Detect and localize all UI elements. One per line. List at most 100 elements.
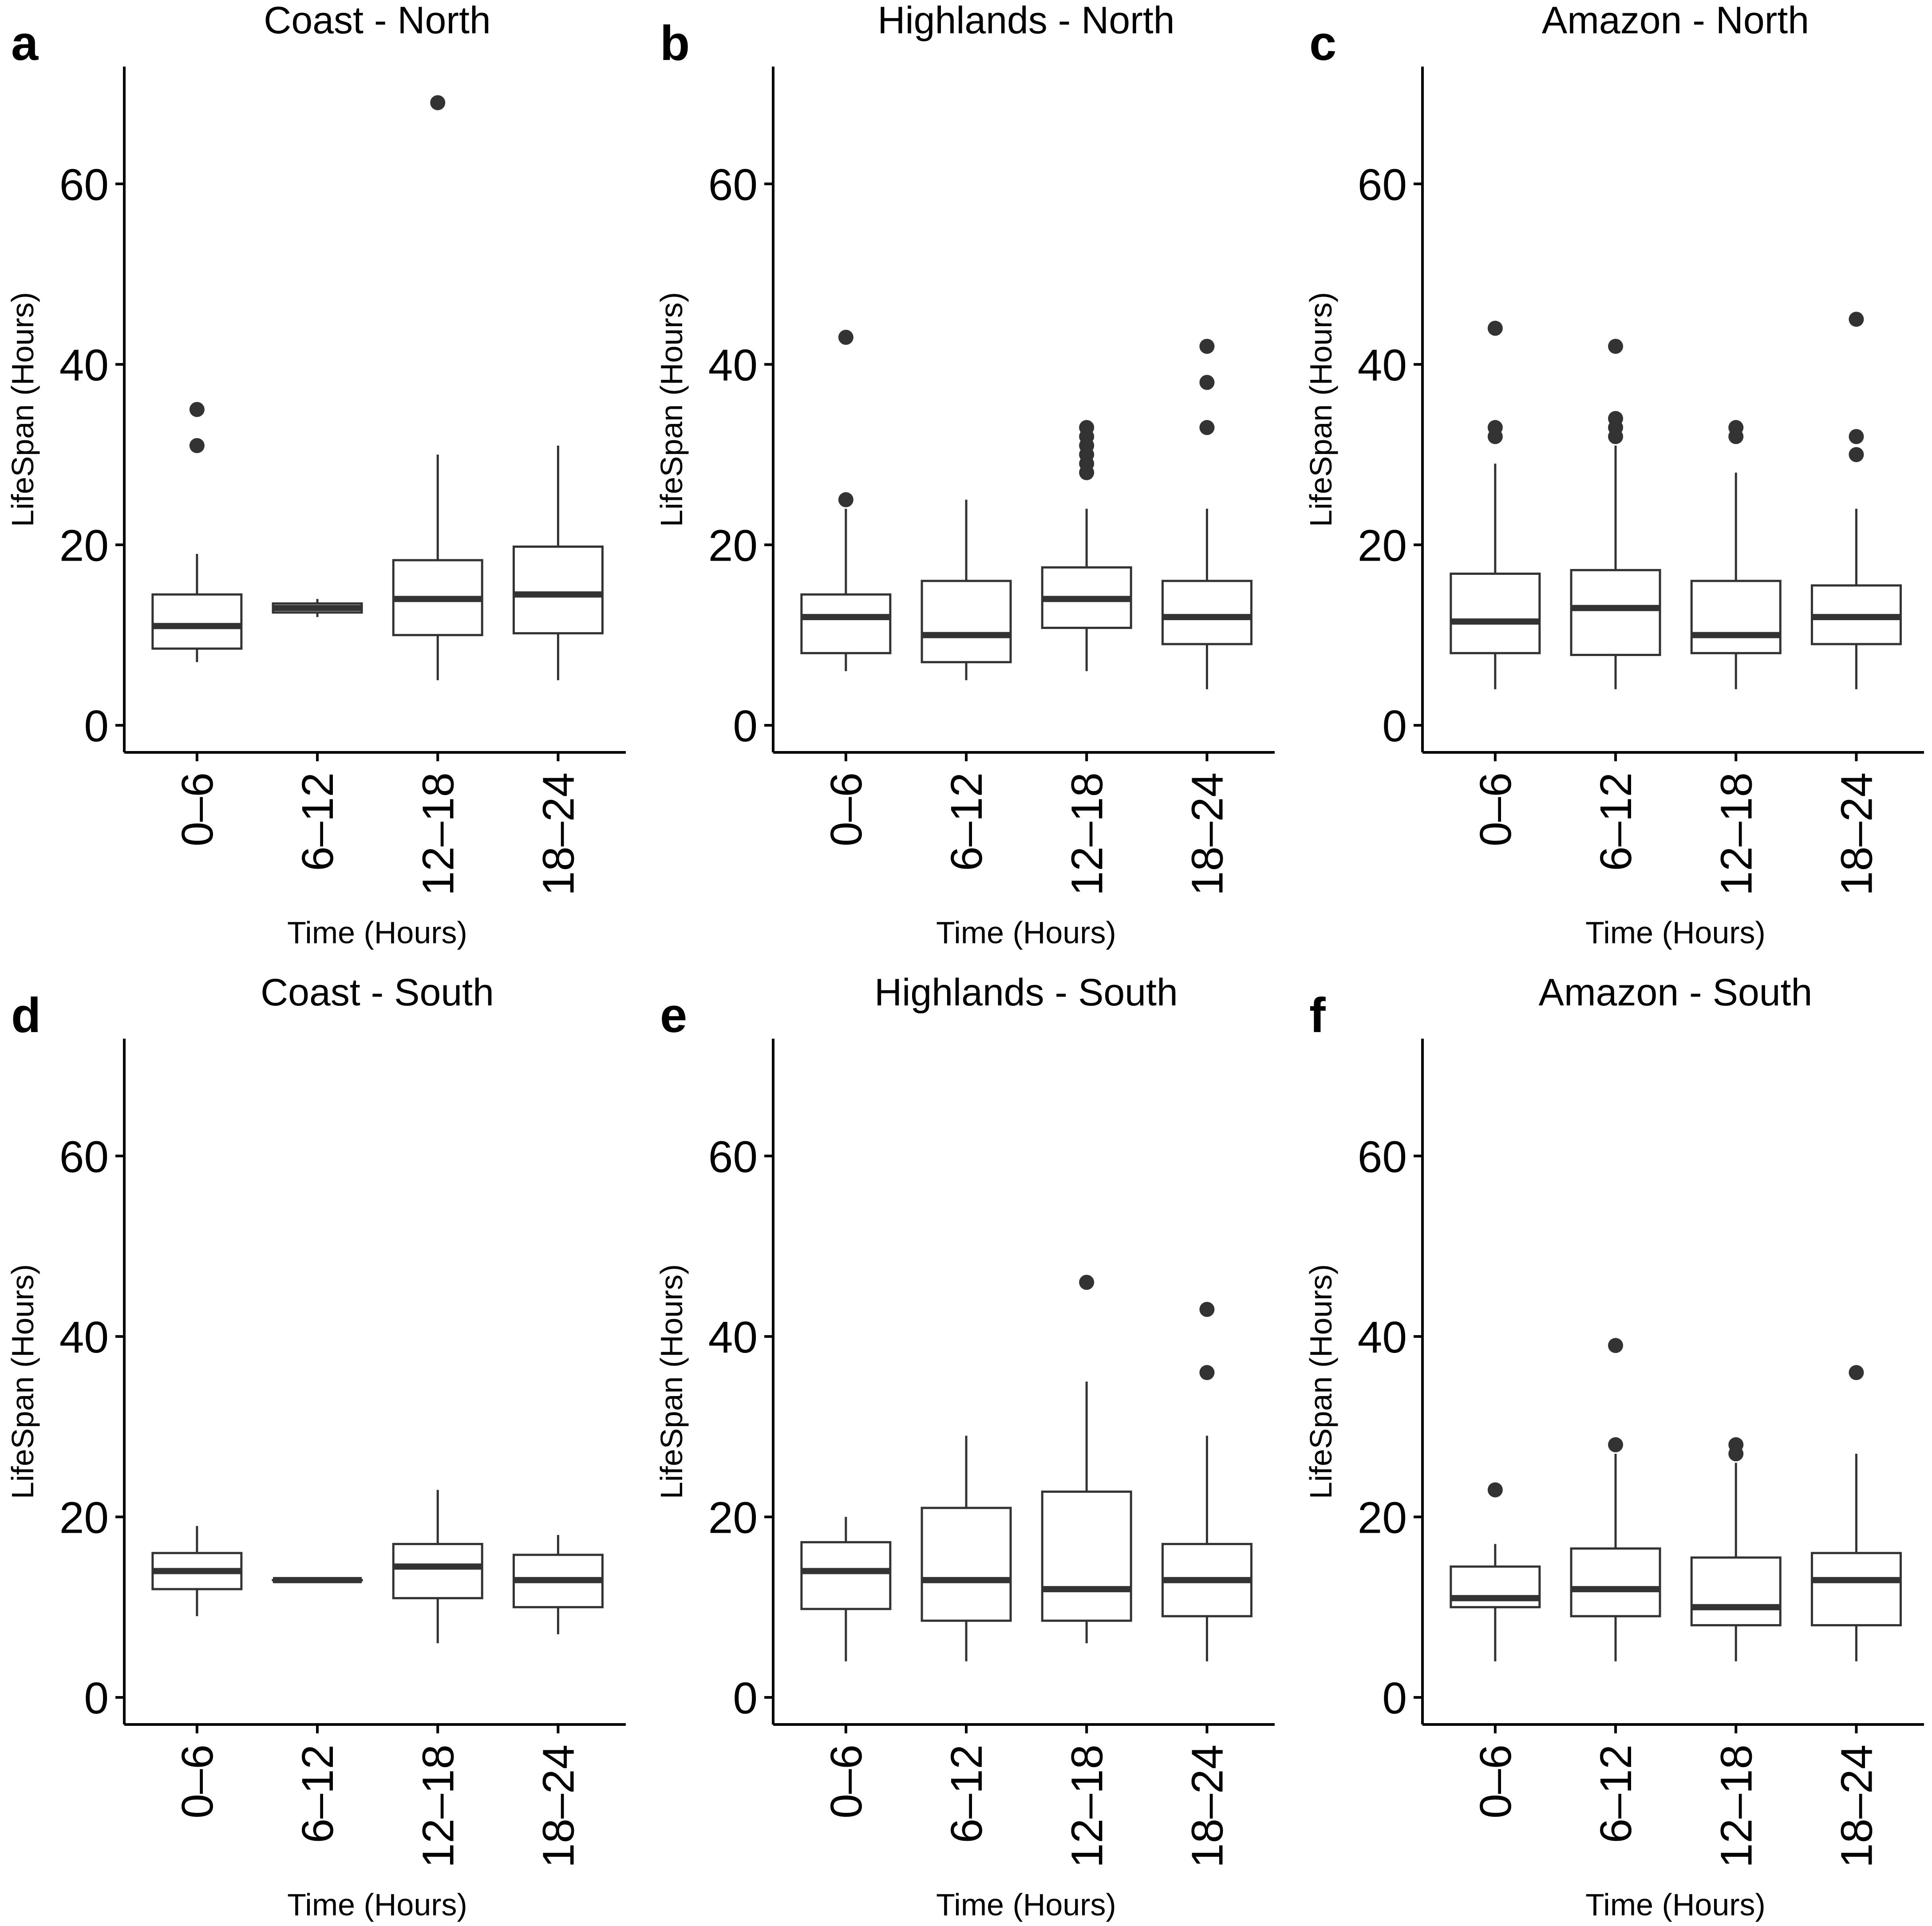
y-tick-label-f-40: 40 — [1358, 1313, 1407, 1362]
x-tick-label-e-1: 6–12 — [942, 1744, 992, 1843]
y-axis-label-f: LifeSpan (Hours) — [1304, 1264, 1338, 1499]
y-axis-label-d: LifeSpan (Hours) — [5, 1264, 40, 1499]
box-a-1 — [272, 599, 363, 617]
panel-f: f Amazon - South 0 20 40 60 LifeSpan (Hours) 0–… — [1304, 971, 1924, 1922]
x-tick-label-b-0: 0–6 — [822, 772, 871, 846]
box-iqr — [921, 1507, 1012, 1622]
x-tick-label-d-3: 18–24 — [533, 1744, 583, 1868]
x-axis-label-a: Time (Hours) — [287, 915, 467, 950]
box-iqr — [512, 546, 604, 635]
outlier-point — [1728, 420, 1744, 435]
x-tick-label-e-2: 12–18 — [1062, 1744, 1112, 1868]
x-axis-label-d: Time (Hours) — [287, 1887, 467, 1922]
y-tick-label-a-0: 0 — [84, 701, 109, 751]
x-tick-label-e-3: 18–24 — [1182, 1744, 1232, 1868]
x-axis-label-f: Time (Hours) — [1585, 1887, 1766, 1922]
box-f-3 — [1810, 1365, 1902, 1661]
y-axis-label-b: LifeSpan (Hours) — [654, 292, 689, 527]
panel-title-e: Highlands - South — [874, 971, 1178, 1014]
x-axis-label-b: Time (Hours) — [936, 915, 1116, 950]
outlier-point — [1199, 339, 1215, 354]
panel-letter-f: f — [1309, 988, 1326, 1043]
panel-title-f: Amazon - South — [1539, 971, 1813, 1014]
x-axis-label-c: Time (Hours) — [1585, 915, 1766, 950]
outlier-point — [1849, 429, 1864, 444]
x-tick-label-a-1: 6–12 — [293, 772, 343, 871]
box-iqr — [921, 580, 1012, 664]
outlier-point — [430, 95, 446, 111]
y-tick-label-a-40: 40 — [59, 340, 109, 390]
x-tick-label-a-0: 0–6 — [173, 772, 222, 846]
box-f-1 — [1570, 1338, 1661, 1661]
y-tick-label-b-60: 60 — [708, 160, 758, 210]
outlier-point — [1487, 1482, 1503, 1498]
box-a-2 — [392, 95, 483, 680]
x-tick-label-d-2: 12–18 — [413, 1744, 463, 1868]
x-axis-label-e: Time (Hours) — [936, 1887, 1116, 1922]
y-axis-label-e: LifeSpan (Hours) — [654, 1264, 689, 1499]
outlier-point — [189, 438, 205, 453]
box-b-2 — [1041, 420, 1132, 672]
y-tick-label-e-20: 20 — [708, 1493, 758, 1542]
box-c-1 — [1570, 339, 1661, 689]
y-tick-label-a-20: 20 — [59, 521, 109, 570]
x-tick-label-c-1: 6–12 — [1591, 772, 1641, 871]
y-tick-label-e-60: 60 — [708, 1132, 758, 1182]
panel-title-a: Coast - North — [264, 0, 490, 42]
box-iqr — [800, 593, 892, 654]
outlier-point — [1608, 1338, 1624, 1353]
box-iqr — [1690, 580, 1782, 654]
y-tick-label-c-60: 60 — [1358, 160, 1407, 210]
outlier-point — [1608, 1437, 1624, 1452]
y-tick-label-c-20: 20 — [1358, 521, 1407, 570]
y-tick-label-d-60: 60 — [59, 1132, 109, 1182]
box-e-3 — [1161, 1301, 1252, 1661]
x-tick-label-e-0: 0–6 — [822, 1744, 871, 1819]
y-tick-label-c-0: 0 — [1382, 701, 1407, 751]
box-iqr — [1450, 572, 1541, 654]
box-b-3 — [1161, 339, 1252, 689]
outlier-point — [1199, 1365, 1215, 1380]
outlier-point — [1487, 320, 1503, 336]
box-d-3 — [512, 1535, 604, 1634]
y-tick-label-f-60: 60 — [1358, 1132, 1407, 1182]
y-tick-label-e-40: 40 — [708, 1313, 758, 1362]
x-tick-label-c-3: 18–24 — [1832, 772, 1881, 896]
outlier-point — [1849, 1365, 1864, 1380]
y-tick-label-d-20: 20 — [59, 1493, 109, 1542]
box-iqr — [1810, 1552, 1902, 1626]
y-axis-label-a: LifeSpan (Hours) — [5, 292, 40, 527]
outlier-point — [1487, 420, 1503, 435]
panel-letter-a: a — [11, 16, 39, 71]
box-e-0 — [800, 1517, 892, 1661]
x-tick-label-b-2: 12–18 — [1062, 772, 1112, 896]
y-tick-label-f-0: 0 — [1382, 1673, 1407, 1723]
outlier-point — [1079, 1274, 1094, 1290]
y-tick-label-b-0: 0 — [733, 701, 758, 751]
panel-letter-d: d — [11, 988, 41, 1043]
box-a-0 — [151, 402, 243, 662]
box-iqr — [1690, 1556, 1782, 1626]
y-tick-label-e-0: 0 — [733, 1673, 758, 1723]
outlier-point — [1849, 447, 1864, 463]
box-iqr — [1570, 1547, 1661, 1618]
box-d-1 — [272, 1577, 363, 1583]
box-iqr — [800, 1541, 892, 1610]
panel-title-c: Amazon - North — [1542, 0, 1809, 42]
y-tick-label-f-20: 20 — [1358, 1493, 1407, 1542]
outlier-point — [1728, 1437, 1744, 1452]
x-tick-label-a-3: 18–24 — [533, 772, 583, 896]
box-c-3 — [1810, 312, 1902, 689]
box-iqr — [1570, 569, 1661, 656]
panel-letter-c: c — [1309, 16, 1336, 71]
x-tick-label-b-3: 18–24 — [1182, 772, 1232, 896]
y-tick-label-a-60: 60 — [59, 160, 109, 210]
y-tick-label-d-40: 40 — [59, 1313, 109, 1362]
x-tick-label-f-2: 12–18 — [1711, 1744, 1761, 1868]
box-iqr — [151, 593, 243, 650]
panel-b: b Highlands - North 0 20 40 60 LifeSpan (Hours… — [654, 0, 1275, 950]
y-tick-label-d-0: 0 — [84, 1673, 109, 1723]
x-tick-label-d-0: 0–6 — [173, 1744, 222, 1819]
box-b-1 — [921, 499, 1012, 680]
